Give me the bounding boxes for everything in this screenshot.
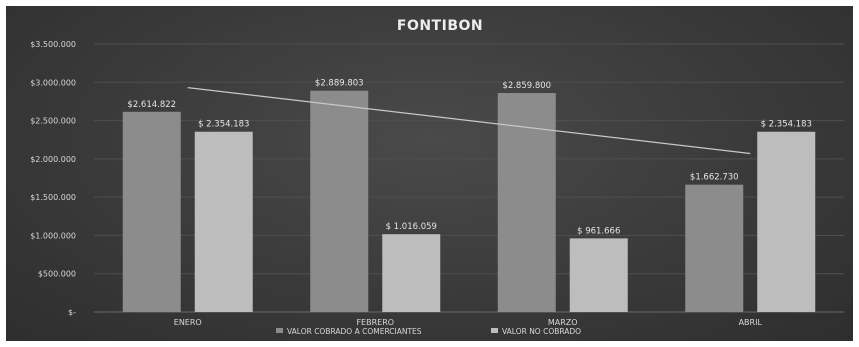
category-label: ENERO	[174, 318, 202, 327]
data-label: $ 961.666	[577, 226, 620, 236]
y-tick-label: $3.500.000	[30, 40, 76, 49]
chart-title: FONTIBON	[397, 18, 483, 34]
legend: VALOR COBRADO A COMERCIANTES VALOR NO COB…	[276, 327, 581, 336]
bar-cobrado	[310, 90, 369, 312]
bars	[122, 90, 816, 312]
data-label: $ 1.016.059	[386, 222, 437, 232]
legend-swatch	[491, 328, 498, 333]
x-axis: ENERO FEBRERO MARZO ABRIL	[174, 318, 763, 327]
y-tick-label: $1.500.000	[30, 193, 76, 202]
trendline-path	[187, 87, 751, 155]
data-label: $2.859.800	[502, 81, 551, 91]
bar-no-cobrado	[757, 131, 816, 312]
legend-label: VALOR NO COBRADO	[502, 327, 581, 336]
data-label: $2.889.803	[315, 79, 364, 89]
bar-no-cobrado	[569, 238, 628, 312]
data-label: $2.614.822	[127, 100, 176, 110]
y-tick-label: $1.000.000	[30, 231, 76, 240]
bar-no-cobrado	[194, 131, 253, 312]
bar-cobrado	[497, 93, 556, 312]
data-labels: $2.614.822 $ 2.354.183 $2.889.803 $ 1.016.0…	[127, 79, 812, 237]
category-label: ABRIL	[739, 318, 763, 327]
category-label: FEBRERO	[356, 318, 394, 327]
y-tick-label: $-	[68, 308, 76, 317]
bar-cobrado	[685, 184, 744, 312]
legend-label: VALOR COBRADO A COMERCIANTES	[287, 327, 422, 336]
bar-no-cobrado	[382, 234, 441, 312]
chart-area: FONTIBON $- $500.000 $1.000.000 $1.500.000 $…	[6, 6, 853, 341]
legend-swatch	[276, 328, 283, 333]
y-tick-label: $2.000.000	[30, 155, 76, 164]
y-tick-label: $2.500.000	[30, 117, 76, 126]
data-label: $1.662.730	[690, 173, 739, 183]
bar-cobrado	[122, 111, 181, 312]
y-tick-label: $500.000	[38, 270, 76, 279]
y-axis: $- $500.000 $1.000.000 $1.500.000 $2.000.000…	[30, 40, 76, 317]
data-label: $ 2.354.183	[761, 120, 812, 130]
category-label: MARZO	[548, 318, 578, 327]
trendline	[187, 87, 751, 155]
bar-chart: FONTIBON $-$500.000$1.000.000$1.500.000$…	[30, 18, 844, 336]
y-tick-label: $3.000.000	[30, 78, 76, 87]
data-label: $ 2.354.183	[198, 120, 249, 130]
